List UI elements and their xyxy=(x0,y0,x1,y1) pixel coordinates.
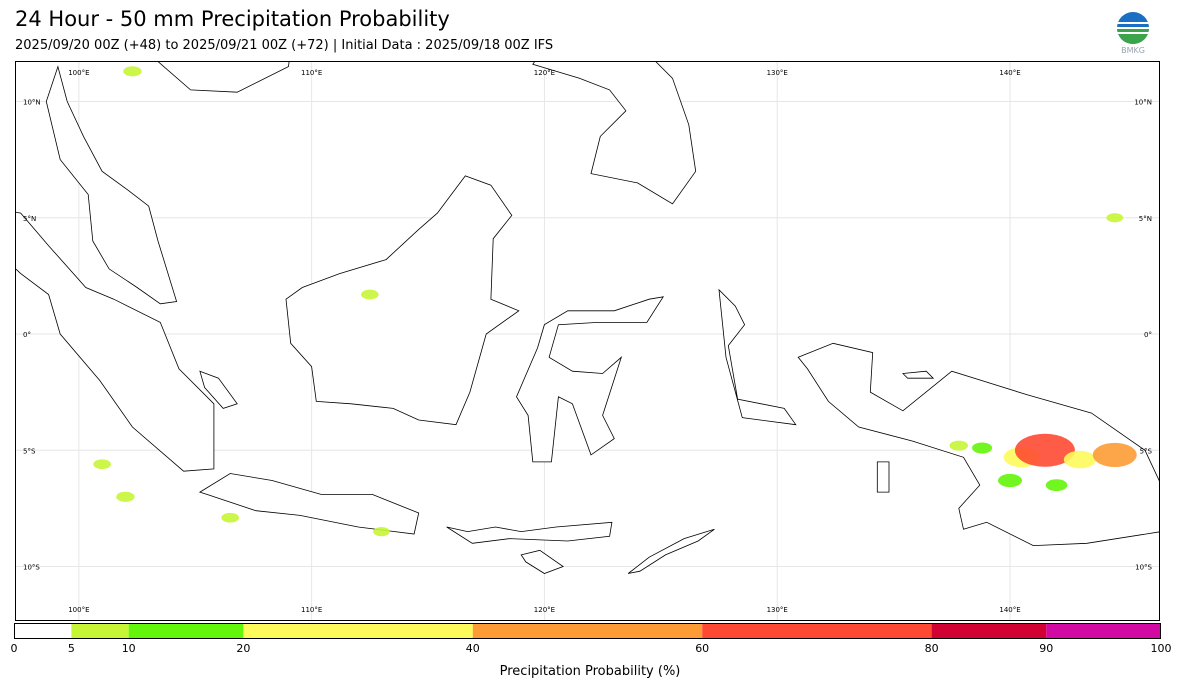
latitude-label: 10°S xyxy=(1135,564,1152,572)
precip-cell xyxy=(1106,213,1124,223)
colorbar-tick-label: 80 xyxy=(924,642,939,655)
indochina-coast xyxy=(157,62,290,93)
longitude-label: 110°E xyxy=(301,606,322,614)
longitude-label: 140°E xyxy=(999,606,1020,614)
latitude-label: 0° xyxy=(1144,331,1152,339)
colorbar-segment xyxy=(14,623,72,639)
logo-stripe xyxy=(1117,32,1149,34)
map-panel: 100°E 100°E 110°E 110°E 120°E 120°E 130°E 130°E… xyxy=(15,61,1160,621)
yapen-biak xyxy=(902,370,935,379)
precip-cell xyxy=(93,459,111,470)
aru-islands xyxy=(876,461,890,493)
colorbar-segment xyxy=(931,623,1047,639)
longitude-label: 120°E xyxy=(534,69,555,77)
sumba xyxy=(520,549,564,574)
longitude-label: 110°E xyxy=(301,69,322,77)
longitude-label: 130°E xyxy=(767,69,788,77)
logo-stripe xyxy=(1117,27,1149,29)
colorbar-tick-label: 5 xyxy=(67,642,75,655)
java-coast xyxy=(198,473,420,535)
precip-cell xyxy=(998,473,1023,488)
colorbar-tick-label: 100 xyxy=(1150,642,1172,655)
longitude-label: 140°E xyxy=(999,69,1020,77)
sulawesi-coast xyxy=(516,296,665,463)
precip-cell xyxy=(1092,442,1137,468)
colorbar-tick-label: 20 xyxy=(236,642,251,655)
logo-globe-lower xyxy=(1117,28,1149,44)
precip-cell xyxy=(1045,479,1068,492)
chart-subtitle: 2025/09/20 00Z (+48) to 2025/09/21 00Z (… xyxy=(15,38,554,53)
precip-cell xyxy=(373,527,390,537)
latitude-label: 10°S xyxy=(23,564,40,572)
latitude-label: 0° xyxy=(23,331,31,339)
precipitation-layer xyxy=(93,66,1137,537)
colorbar-segment xyxy=(128,623,244,639)
precip-cell xyxy=(949,440,969,451)
longitude-label: 130°E xyxy=(767,606,788,614)
timor-island xyxy=(627,528,715,574)
colorbar-tick-label: 40 xyxy=(465,642,480,655)
precip-cell xyxy=(221,512,239,523)
coordinate-labels: 100°E 100°E 110°E 110°E 120°E 120°E 130°E 130°E… xyxy=(23,69,1153,614)
latitude-label: 5°N xyxy=(23,215,36,223)
colorbar-tick-label: 90 xyxy=(1039,642,1054,655)
flores-sumbawa xyxy=(446,521,613,544)
bangka xyxy=(199,370,238,409)
halmahera-seram xyxy=(718,288,797,426)
precip-cell xyxy=(1063,450,1096,469)
latitude-label: 10°N xyxy=(1134,99,1152,107)
precip-cell xyxy=(972,442,993,454)
colorbar xyxy=(14,623,1161,639)
colorbar-border xyxy=(14,623,1161,639)
sumatra-coast xyxy=(16,211,215,472)
colorbar-segment xyxy=(71,623,129,639)
latitude-label: 5°S xyxy=(1140,447,1153,455)
malay-peninsula xyxy=(45,65,178,305)
latitude-label: 5°S xyxy=(23,447,36,455)
bmkg-logo: BMKG xyxy=(1117,12,1149,55)
luzon-mindanao xyxy=(532,62,697,205)
landmasses xyxy=(16,62,1159,574)
longitude-label: 100°E xyxy=(68,606,89,614)
colorbar-tick-labels: 0 5 10 20 40 60 80 90 100 xyxy=(0,642,1180,660)
colorbar-title: Precipitation Probability (%) xyxy=(499,664,681,679)
colorbar-segment xyxy=(702,623,932,639)
chart-title: 24 Hour - 50 mm Precipitation Probabilit… xyxy=(15,7,450,31)
precip-cell xyxy=(116,491,135,502)
logo-stripe xyxy=(1117,22,1149,24)
colorbar-segment xyxy=(1046,623,1161,639)
precip-cell xyxy=(123,66,142,77)
logo-text: BMKG xyxy=(1121,46,1145,55)
colorbar-segment xyxy=(243,623,473,639)
latitude-label: 5°N xyxy=(1139,215,1152,223)
latitude-label: 10°N xyxy=(23,99,41,107)
colorbar-segment xyxy=(472,623,703,639)
map-svg: 100°E 100°E 110°E 110°E 120°E 120°E 130°E 130°E… xyxy=(16,62,1159,620)
borneo-coast xyxy=(285,175,520,426)
colorbar-tick-label: 0 xyxy=(10,642,18,655)
precip-cell xyxy=(1014,433,1075,467)
longitude-label: 120°E xyxy=(534,606,555,614)
colorbar-tick-label: 60 xyxy=(695,642,710,655)
precip-cell xyxy=(361,289,379,300)
colorbar-tick-label: 10 xyxy=(121,642,136,655)
longitude-label: 100°E xyxy=(68,69,89,77)
